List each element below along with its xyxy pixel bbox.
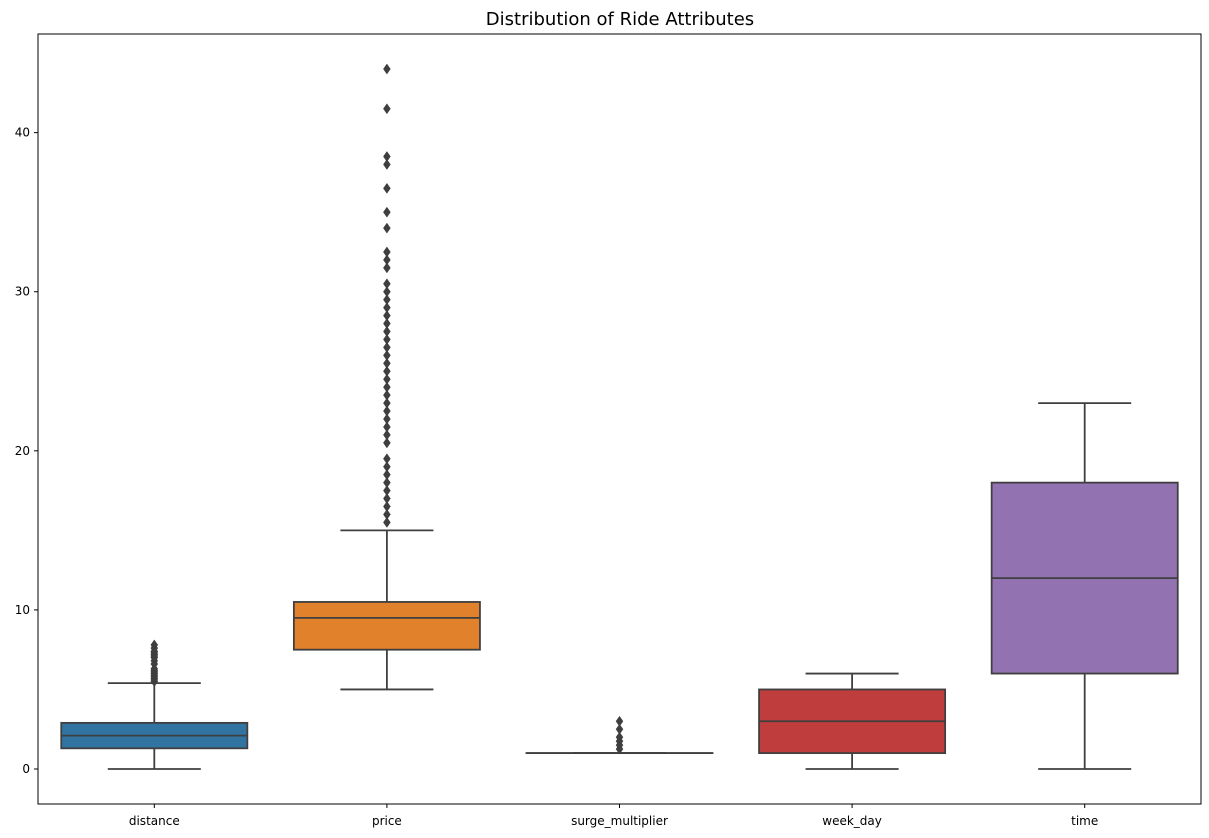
outlier-point: [383, 365, 391, 377]
outlier-point: [383, 326, 391, 337]
outlier-point: [383, 302, 391, 314]
x-axis: distance price surge_multiplier week_day tim…: [129, 804, 1098, 828]
outlier-point: [383, 278, 391, 290]
outlier-point: [383, 246, 391, 258]
y-tick-label: 20: [15, 444, 30, 458]
y-tick-label: 40: [15, 126, 30, 140]
outlier-point: [383, 334, 391, 345]
box-group-week_day: [758, 672, 947, 770]
outlier-point: [383, 437, 391, 449]
y-tick-label: 30: [15, 285, 30, 299]
outlier-point: [383, 254, 391, 266]
box-group-time: [990, 402, 1179, 770]
outlier-point: [383, 501, 391, 512]
y-axis: 0 10 20 30 40: [15, 126, 38, 776]
outlier-point: [383, 477, 391, 489]
outlier-point: [383, 516, 391, 528]
outlier-point: [383, 349, 391, 361]
outlier-point: [383, 206, 391, 218]
plot-frame: [37, 33, 1202, 805]
outlier-point: [383, 421, 391, 433]
box-group-price: [292, 63, 481, 691]
outlier-point: [383, 182, 391, 194]
outlier-point: [383, 397, 391, 409]
outlier-point: [383, 429, 391, 441]
outlier-point: [383, 222, 391, 234]
outlier-point: [383, 103, 391, 115]
y-tick-label: 10: [15, 603, 30, 617]
outlier-point: [383, 310, 391, 322]
outlier-point: [615, 715, 624, 727]
outlier-point: [383, 151, 391, 162]
outlier-point: [383, 461, 391, 473]
outlier-point: [383, 318, 391, 329]
box-group-distance: [60, 639, 249, 770]
outlier-point: [383, 373, 391, 385]
outlier-point: [383, 453, 391, 465]
outlier-point: [383, 469, 391, 481]
outlier-point: [383, 485, 391, 497]
box-body: [292, 601, 481, 651]
outlier-point: [383, 509, 391, 520]
outlier-point: [383, 389, 391, 401]
outlier-point: [615, 731, 624, 743]
outlier-point: [383, 413, 391, 425]
outlier-point: [383, 493, 391, 504]
x-tick-label: time: [1071, 814, 1098, 828]
outlier-point: [383, 381, 391, 393]
outlier-point: [615, 723, 624, 735]
box-group-surge_multiplier: [525, 715, 714, 755]
outlier-point: [383, 63, 391, 75]
x-tick-label: surge_multiplier: [571, 814, 668, 828]
outlier-point: [383, 294, 391, 306]
outlier-point: [383, 286, 391, 298]
x-tick-label: week_day: [822, 814, 882, 828]
outlier-point: [383, 405, 391, 417]
outlier-point: [383, 159, 391, 170]
outlier-point: [383, 341, 391, 353]
outlier-point: [383, 262, 391, 274]
x-tick-label: distance: [129, 814, 180, 828]
y-tick-label: 0: [22, 762, 30, 776]
x-tick-label: price: [372, 814, 402, 828]
outlier-point: [150, 639, 159, 651]
chart-title: Distribution of Ride Attributes: [486, 9, 754, 30]
box-series: [60, 63, 1179, 770]
outlier-point: [383, 357, 391, 369]
